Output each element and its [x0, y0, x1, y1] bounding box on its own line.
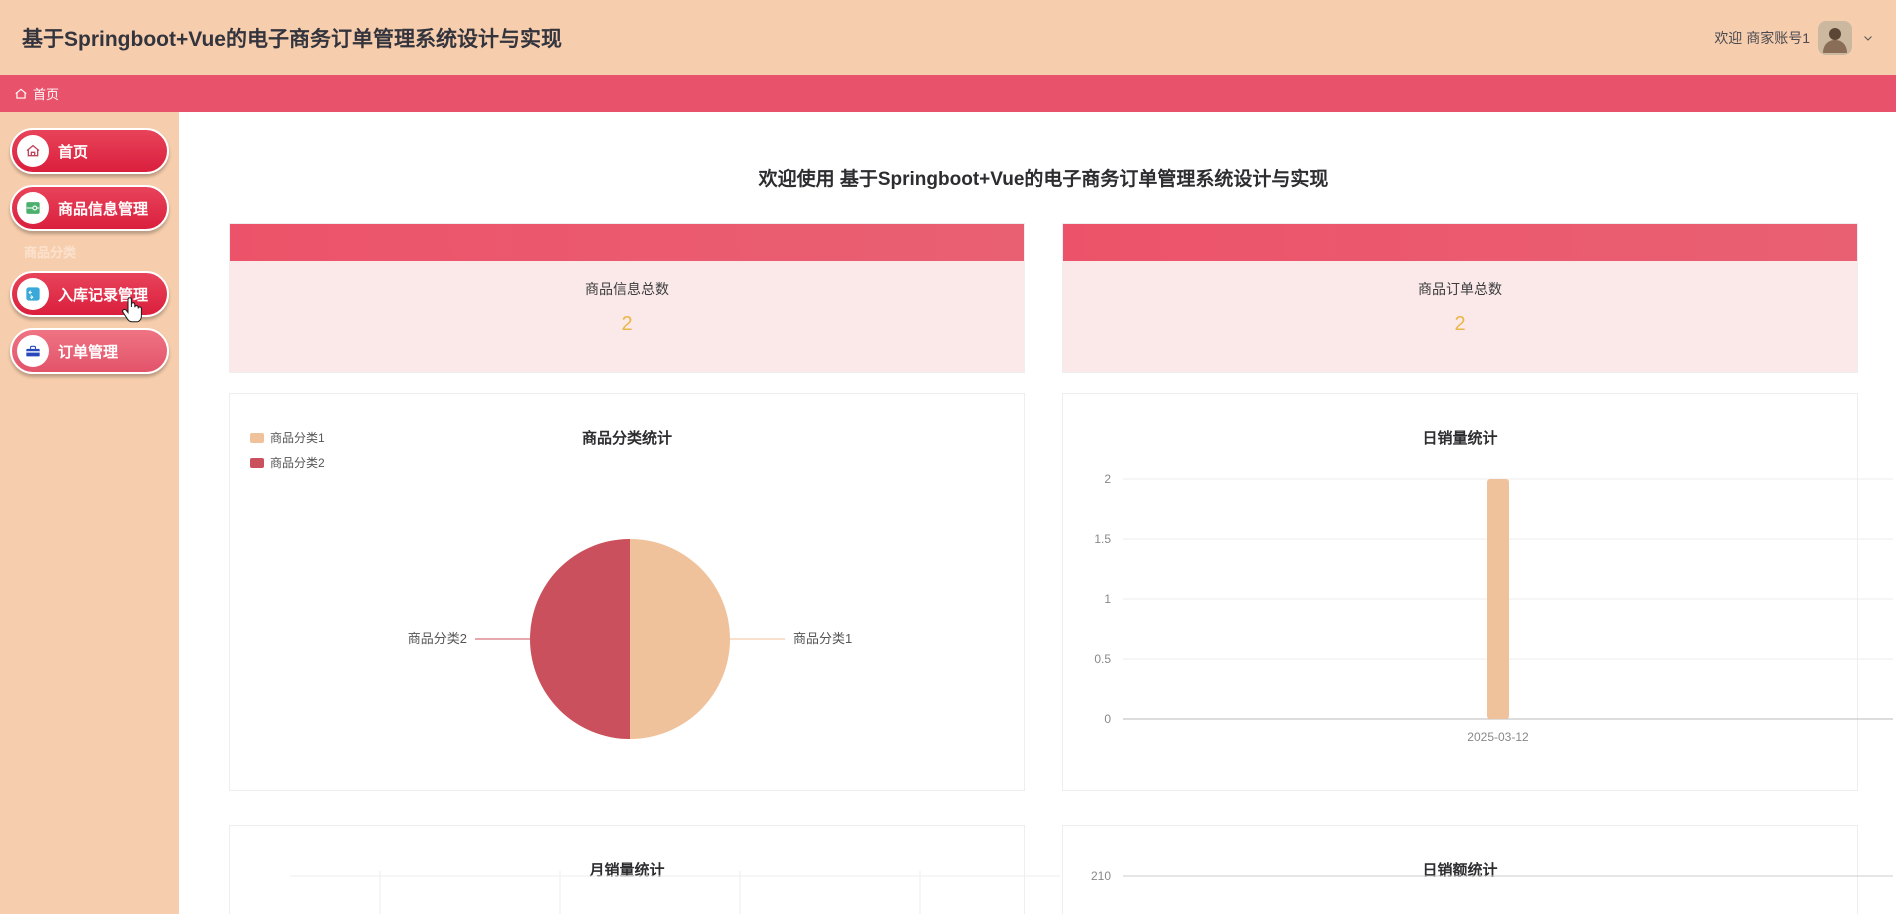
svg-text:0.5: 0.5 — [1094, 652, 1111, 666]
svg-text:商品分类1: 商品分类1 — [793, 631, 852, 646]
svg-text:210: 210 — [1091, 871, 1111, 883]
svg-text:2025-03-12: 2025-03-12 — [1467, 730, 1529, 744]
svg-text:1.5: 1.5 — [1094, 532, 1111, 546]
svg-text:2: 2 — [1104, 472, 1111, 486]
svg-text:0: 0 — [1104, 712, 1111, 726]
svg-text:商品分类2: 商品分类2 — [408, 631, 467, 646]
svg-text:1: 1 — [1104, 592, 1111, 606]
